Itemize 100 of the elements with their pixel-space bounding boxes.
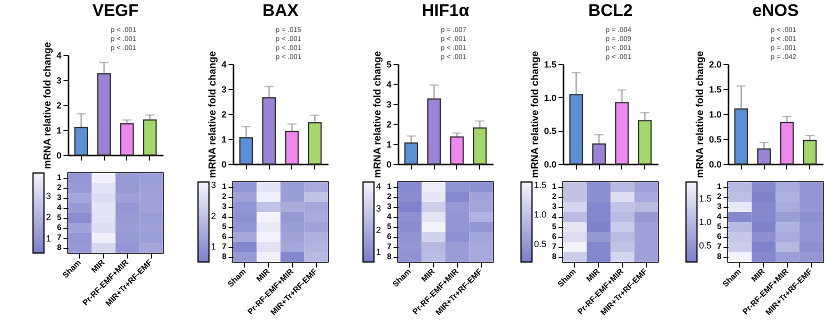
y-axis-title: mRNA relative fold change — [372, 50, 384, 178]
bar — [404, 142, 418, 165]
y-tick-label: 0.0 — [708, 160, 722, 170]
chart-title: VEGF — [92, 1, 139, 20]
y-tick-label: 4 — [387, 212, 392, 221]
y-tick-label: 0.0 — [544, 160, 556, 170]
y-tick-label: 1 — [222, 182, 228, 191]
y-tick-label: 2 — [222, 192, 228, 201]
y-tick-label: 1 — [56, 126, 62, 136]
y-tick-label: 4 — [57, 203, 62, 212]
y-tick-label: 4 — [221, 60, 226, 70]
y-tick-label: 8 — [717, 252, 722, 261]
y-tick-label: 7 — [552, 242, 558, 251]
y-tick-label: 1 — [57, 173, 62, 182]
bar — [74, 126, 88, 156]
y-tick-label: 1.5 — [544, 60, 556, 70]
bar — [780, 122, 794, 165]
y-tick-label: 4 — [56, 50, 62, 60]
y-tick-label: 3 — [221, 84, 226, 94]
bar — [569, 94, 584, 165]
color-bar-label: 2 — [46, 212, 52, 222]
y-tick-label: 3 — [387, 202, 392, 211]
bar — [97, 73, 111, 156]
y-tick-label: 2 — [56, 100, 62, 110]
y-axis-title: mRNA relative fold change — [530, 50, 541, 178]
color-bar-label: 1.0 — [699, 217, 712, 227]
color-bar-label: 1.5 — [699, 193, 712, 204]
bar — [638, 120, 652, 165]
y-tick-label: 0.5 — [544, 126, 556, 136]
bar — [802, 140, 817, 165]
y-tick-label: 0.5 — [708, 134, 722, 144]
y-tick-label: 2 — [387, 192, 392, 201]
color-bar-label: 4 — [376, 181, 382, 192]
y-tick-label: 6 — [387, 232, 392, 241]
bar — [239, 137, 254, 165]
y-tick-label: 4 — [717, 212, 722, 221]
color-bar-label: 2 — [211, 210, 216, 221]
y-tick-label: 5 — [387, 222, 392, 231]
chart-title: HIF1α — [422, 1, 470, 20]
y-tick-label: 3 — [717, 202, 722, 211]
color-bar-label: 1 — [211, 242, 216, 252]
chart-title: BAX — [262, 1, 300, 20]
chart-title: BCL2 — [588, 1, 633, 20]
y-tick-label: 1 — [717, 182, 722, 191]
color-bar-label: 3 — [376, 203, 382, 214]
y-tick-label: 6 — [717, 232, 722, 241]
y-tick-label: 5 — [552, 222, 558, 231]
y-tick-label: 5 — [57, 213, 62, 222]
bar — [734, 108, 748, 165]
y-tick-label: 2 — [717, 192, 722, 201]
y-tick-label: 3 — [552, 202, 558, 211]
y-tick-label: 5 — [386, 60, 392, 70]
y-tick-label: 8 — [222, 252, 228, 261]
bar — [615, 102, 629, 165]
y-tick-label: 3 — [222, 202, 228, 211]
y-tick-label: 1 — [552, 182, 558, 191]
y-tick-label: 2 — [57, 183, 62, 192]
color-bar-label: 1 — [376, 247, 382, 258]
y-tick-label: 1.5 — [708, 84, 722, 94]
y-tick-label: 0 — [56, 150, 62, 160]
y-tick-label: 7 — [717, 242, 722, 251]
bar — [472, 127, 487, 165]
y-tick-label: 5 — [717, 222, 722, 231]
bar — [757, 148, 771, 165]
y-tick-label: 3 — [56, 76, 62, 86]
y-tick-label: 1.0 — [544, 92, 556, 103]
color-bar-label: 0.5 — [534, 239, 547, 250]
y-tick-label: 7 — [57, 233, 62, 242]
y-tick-label: 6 — [552, 232, 558, 241]
y-tick-label: 7 — [387, 242, 392, 251]
y-tick-label: 2.0 — [708, 60, 722, 70]
y-axis-title: mRNA relative fold change — [694, 50, 706, 178]
color-bar-label: 3 — [211, 180, 216, 190]
color-bar-label: 3 — [46, 191, 52, 202]
color-bar-label: 1.5 — [534, 180, 547, 190]
y-axis-title: mRNA relative fold change — [42, 42, 54, 169]
y-tick-label: 1 — [387, 182, 392, 191]
y-tick-label: 6 — [222, 232, 228, 241]
bar — [427, 98, 441, 165]
bar — [450, 136, 464, 165]
y-tick-label: 2 — [552, 192, 558, 201]
color-bar-label: 1.0 — [534, 210, 547, 220]
y-tick-label: 4 — [386, 80, 392, 90]
y-tick-label: 2 — [386, 120, 392, 130]
bar — [592, 143, 606, 165]
y-tick-label: 1 — [386, 140, 392, 150]
y-tick-label: 4 — [222, 212, 228, 221]
bar — [285, 130, 299, 165]
y-tick-label: 0 — [221, 160, 226, 170]
y-tick-label: 5 — [222, 222, 228, 231]
y-tick-label: 2 — [221, 110, 226, 120]
y-tick-label: 8 — [57, 243, 62, 252]
y-tick-label: 6 — [57, 223, 62, 232]
y-tick-label: 3 — [57, 193, 62, 202]
y-tick-label: 1 — [221, 134, 226, 144]
color-bar-label: 0.5 — [699, 240, 712, 251]
bar — [262, 97, 276, 165]
bar — [120, 123, 134, 156]
bar — [308, 122, 322, 165]
color-bar-label: 1 — [46, 233, 52, 244]
